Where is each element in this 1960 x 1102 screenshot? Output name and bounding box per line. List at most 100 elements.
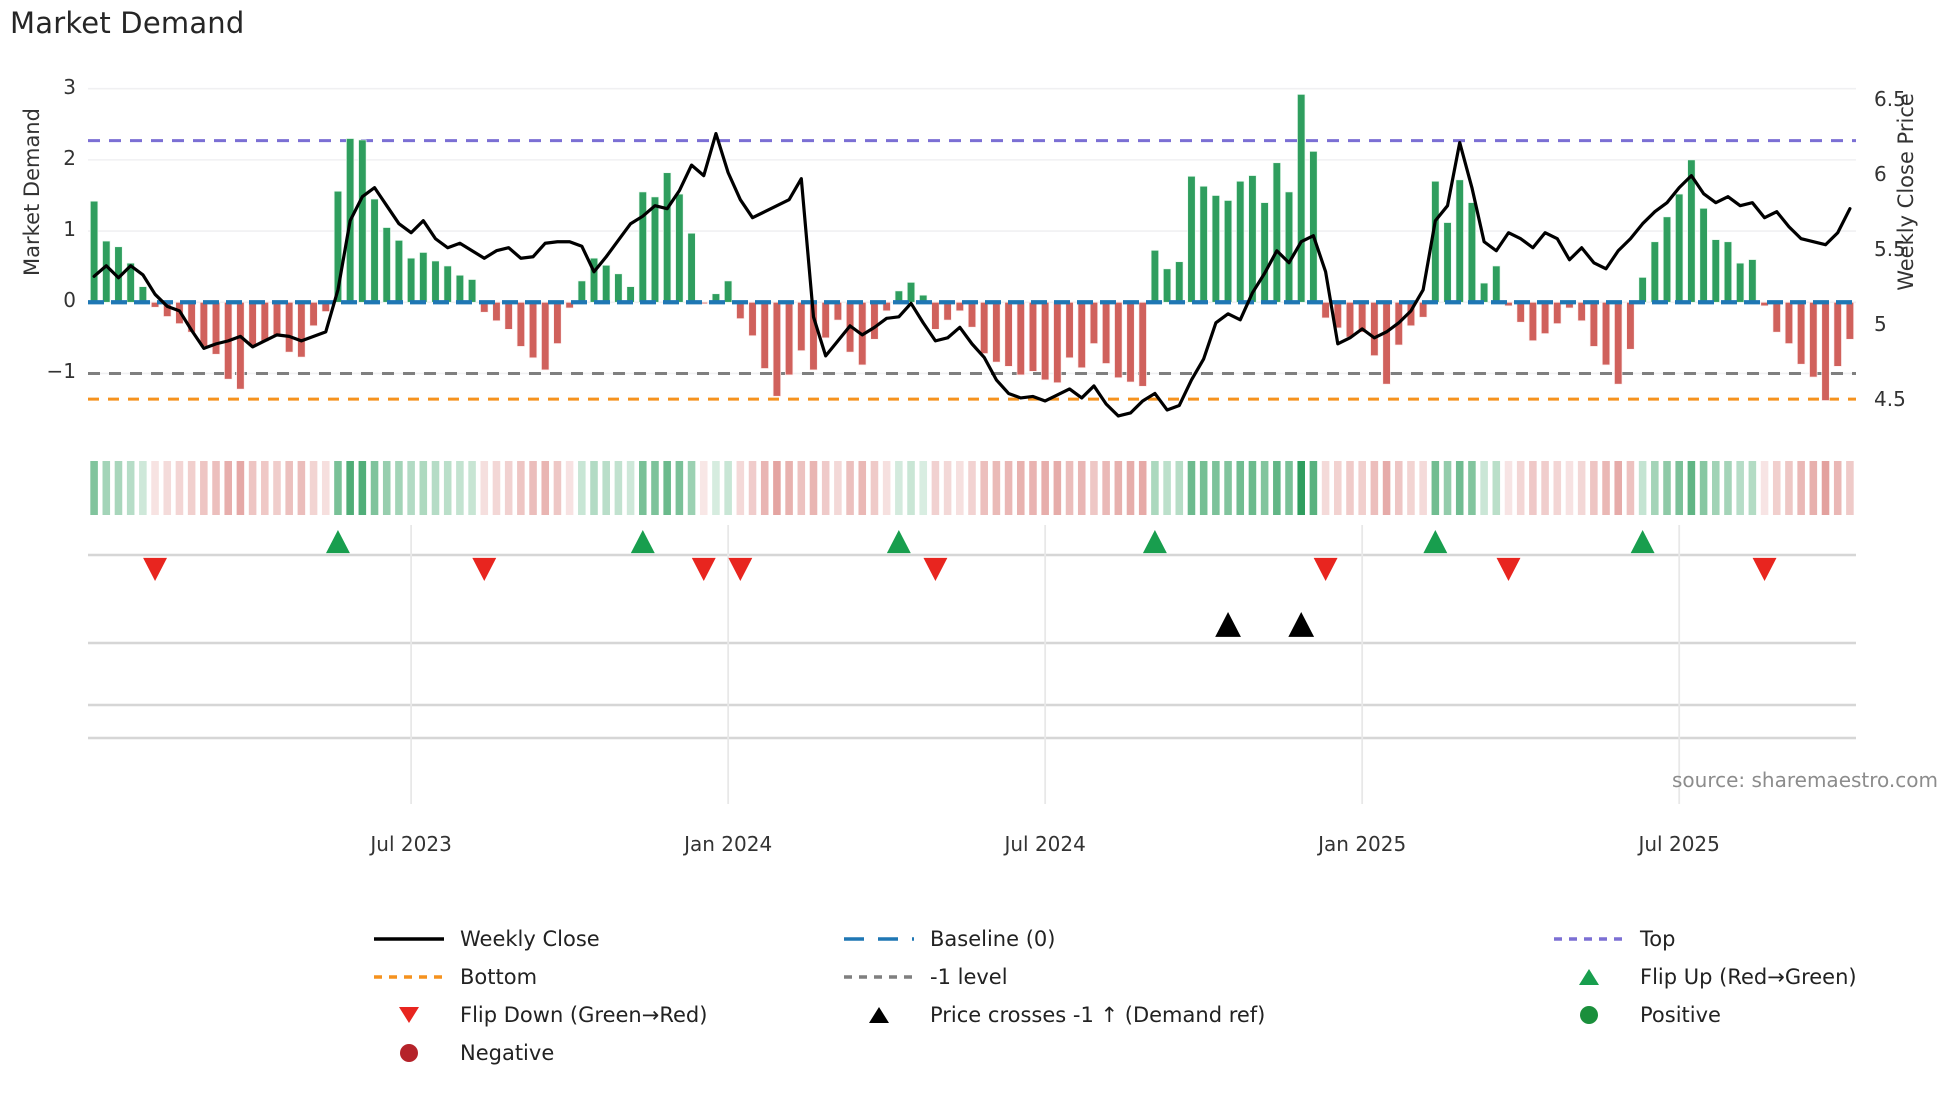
demand-bar-positive xyxy=(1638,277,1647,303)
legend-line-dotted-icon xyxy=(372,966,446,988)
heatmap-cell xyxy=(1358,461,1366,515)
legend-circle-icon xyxy=(1552,1004,1626,1026)
demand-bar-negative xyxy=(1516,301,1525,323)
legend-item[interactable]: Price crosses -1 ↑ (Demand ref) xyxy=(842,1003,1552,1027)
heatmap-cell xyxy=(1102,461,1110,515)
demand-bar-negative xyxy=(150,301,160,308)
legend-triangle-down-icon xyxy=(372,1004,446,1026)
heatmap-cell xyxy=(175,461,184,515)
demand-bar-positive xyxy=(455,274,465,303)
heatmap-cell xyxy=(1809,461,1818,515)
heatmap-cell xyxy=(1602,461,1610,515)
heatmap-cell xyxy=(1651,461,1659,515)
heatmap-cell xyxy=(1175,461,1184,515)
demand-bar-positive xyxy=(1687,159,1696,303)
heatmap-cell xyxy=(1712,461,1720,515)
demand-bar-positive xyxy=(138,286,148,303)
legend-item[interactable]: Weekly Close xyxy=(372,927,842,951)
heatmap-cell xyxy=(1504,461,1513,515)
demand-bar-negative xyxy=(1053,301,1062,384)
heatmap-cell xyxy=(968,461,976,515)
heatmap-cell xyxy=(1455,461,1464,515)
heatmap-cell xyxy=(663,461,671,515)
legend-item[interactable]: Baseline (0) xyxy=(842,927,1552,951)
legend-item[interactable]: -1 level xyxy=(842,965,1552,989)
y-axis-right-tick: 5 xyxy=(1874,311,1887,336)
demand-bar-positive xyxy=(1162,268,1172,303)
demand-bar-negative xyxy=(236,301,245,390)
x-axis-tick: Jan 2025 xyxy=(1318,832,1407,856)
demand-bar-negative xyxy=(516,301,525,347)
flip-up-marker xyxy=(630,530,655,554)
heatmap-cell xyxy=(151,461,159,515)
heatmap-cell xyxy=(1760,461,1769,515)
legend-item[interactable]: Negative xyxy=(372,1041,842,1065)
heatmap-cell xyxy=(1285,461,1293,515)
heatmap-cell xyxy=(1273,461,1281,515)
heatmap-cell xyxy=(114,461,123,515)
heatmap-cell xyxy=(785,461,793,515)
heatmap-cell xyxy=(895,461,903,515)
legend-item[interactable]: Flip Up (Red→Green) xyxy=(1552,965,1857,989)
y-axis-left-tick: 3 xyxy=(63,74,76,99)
heatmap-cell xyxy=(821,461,830,515)
demand-bar-negative xyxy=(980,301,989,354)
demand-bar-positive xyxy=(1479,282,1489,303)
heatmap-cell xyxy=(943,461,952,515)
heatmap-cell xyxy=(907,461,915,515)
demand-bar-positive xyxy=(1248,175,1257,303)
heatmap-cell xyxy=(1004,461,1013,515)
heatmap-cell xyxy=(126,461,135,515)
demand-bar-negative xyxy=(1601,301,1611,366)
heatmap-cell xyxy=(419,461,428,515)
heatmap-cell xyxy=(382,461,391,515)
demand-bar-negative xyxy=(1089,301,1099,344)
x-axis-tick: Jul 2025 xyxy=(1638,832,1720,856)
flip-down-marker xyxy=(472,557,497,581)
heatmap-cell xyxy=(1065,461,1074,515)
heatmap-cell xyxy=(712,461,720,515)
legend-item[interactable]: Flip Down (Green→Red) xyxy=(372,1003,842,1027)
heatmap-cell xyxy=(529,461,537,515)
demand-bar-positive xyxy=(626,286,635,303)
heatmap-cell xyxy=(1541,461,1549,515)
legend-item[interactable]: Positive xyxy=(1552,1003,1792,1027)
x-axis-tick: Jan 2024 xyxy=(684,832,773,856)
demand-bar-positive xyxy=(1455,179,1464,303)
demand-bar-positive xyxy=(1467,202,1477,303)
flip-up-marker xyxy=(1423,530,1448,554)
demand-bar-negative xyxy=(1528,301,1538,342)
demand-bar-negative xyxy=(1138,301,1147,387)
heatmap-cell xyxy=(1236,461,1245,515)
heatmap-cell xyxy=(1638,461,1647,515)
demand-bar-negative xyxy=(285,301,294,353)
heatmap-cell xyxy=(224,461,232,515)
demand-bar-positive xyxy=(650,196,660,303)
heatmap-cell xyxy=(1407,461,1415,515)
heatmap-cell xyxy=(1163,461,1171,515)
heatmap-cell xyxy=(675,461,684,515)
heatmap-cell xyxy=(1224,461,1232,515)
source-attribution: source: sharemaestro.com xyxy=(1672,768,1938,792)
demand-bar-negative xyxy=(1101,301,1111,364)
demand-bar-positive xyxy=(1260,202,1269,303)
heatmap-cell xyxy=(1492,461,1501,515)
heatmap-cell xyxy=(651,461,659,515)
weekly-close-line xyxy=(92,131,1852,418)
demand-bar-positive xyxy=(1675,193,1684,303)
heatmap-cell xyxy=(273,461,281,515)
heatmap-cell xyxy=(797,461,806,515)
legend-item[interactable]: Bottom xyxy=(372,965,842,989)
heatmap-cell xyxy=(1199,461,1208,515)
legend-line-dotted-icon xyxy=(842,966,916,988)
y-axis-right-tick: 6.5 xyxy=(1874,86,1906,111)
demand-bar-negative xyxy=(1028,301,1038,372)
demand-bar-negative xyxy=(528,301,538,359)
heatmap-cell xyxy=(346,461,354,515)
y-axis-right-tick: 5.5 xyxy=(1874,236,1906,261)
legend-item-label: Negative xyxy=(460,1041,555,1065)
heatmap-cell xyxy=(1346,461,1354,515)
demand-bar-positive xyxy=(1711,239,1720,303)
legend-item[interactable]: Top xyxy=(1552,927,1792,951)
legend-line-dotted-icon xyxy=(1552,928,1626,950)
